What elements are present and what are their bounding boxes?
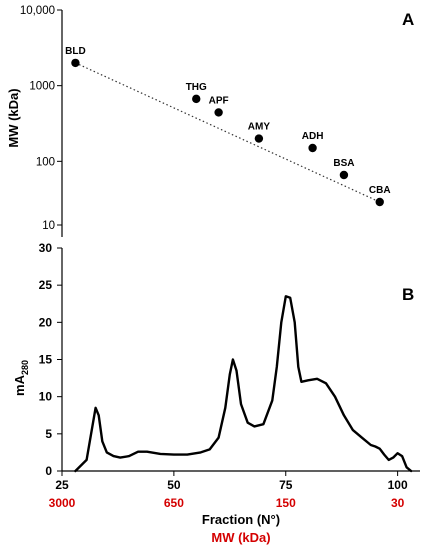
panel-a-y-tick-label: 1000 xyxy=(29,81,55,93)
panel-b-y-tick-label: 10 xyxy=(39,390,53,404)
panel-a-point-label: BSA xyxy=(333,158,354,169)
panel-b-x-axis-title: Fraction (N°) xyxy=(202,512,280,527)
panel-b-y-tick-label: 25 xyxy=(39,278,53,292)
panel-b-mw-tick-label: 650 xyxy=(164,496,184,510)
panel-b-x-tick-label: 25 xyxy=(55,478,69,492)
panel-a-point xyxy=(192,94,201,104)
panel-a-point xyxy=(375,197,384,207)
panel-a-y-tick-label: 10 xyxy=(42,220,55,232)
panel-b-x-tick-label: 100 xyxy=(388,478,408,492)
panel-b-y-axis-title: mA280 xyxy=(12,360,30,396)
panel-a-y-axis-title: MW (kDa) xyxy=(6,88,21,147)
panel-b-y-tick-label: 5 xyxy=(45,427,52,441)
panel-a-trendline xyxy=(75,62,380,203)
panel-a-point-label: THG xyxy=(186,82,207,93)
panel-b-mw-axis-title: MW (kDa) xyxy=(211,530,270,545)
panel-a-point xyxy=(254,134,264,143)
panel-b-y-tick-label: 20 xyxy=(39,315,53,329)
panel-b-y-tick-label: 15 xyxy=(39,353,53,367)
panel-a-point xyxy=(214,108,223,117)
panel-a-letter: A xyxy=(402,10,414,29)
panel-a-y-tick-label: 10,000 xyxy=(20,5,55,17)
panel-b-mw-tick-label: 150 xyxy=(276,496,296,510)
panel-b-x-tick-label: 75 xyxy=(279,478,293,492)
panel-b-mw-tick-label: 3000 xyxy=(49,496,76,510)
panel-b-y-tick-label: 0 xyxy=(45,464,52,478)
panel-a-point-label: ADH xyxy=(302,131,324,142)
panel-b-x-tick-label: 50 xyxy=(167,478,181,492)
panel-b-chart: B mA280 0 5 10 15 20 25 30 25 3000 50 650 75 150 100 3… xyxy=(12,241,420,545)
panel-a-point xyxy=(71,58,80,68)
panel-b-letter: B xyxy=(402,285,414,304)
panel-a-point-label: CBA xyxy=(369,185,391,196)
panel-a-point-label: BLD xyxy=(65,46,86,57)
panel-a-point-label: AMY xyxy=(248,122,271,133)
panel-a-point xyxy=(308,143,317,153)
panel-b-absorbance-line xyxy=(74,295,413,473)
panel-a-y-tick-label: 100 xyxy=(36,156,55,168)
panel-a-point xyxy=(339,170,349,180)
panel-b-y-tick-label: 30 xyxy=(39,241,53,255)
panel-b-mw-tick-label: 30 xyxy=(391,496,405,510)
panel-a-point-label: APF xyxy=(209,95,229,106)
